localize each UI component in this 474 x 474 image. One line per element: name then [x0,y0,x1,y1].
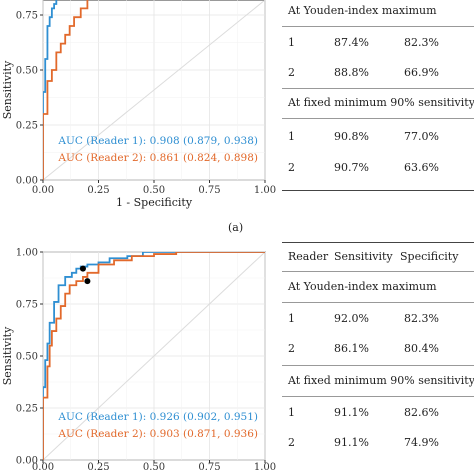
roc-curve-reader-2 [43,0,89,180]
reader-cell: 2 [288,342,295,355]
x-tick-label: 0.25 [87,462,109,473]
reader-cell: 2 [288,161,295,174]
table-b-section-youden: At Youden-index maximum [288,280,437,293]
x-tick-label: 0.50 [143,462,165,473]
reader-cell: 1 [288,406,295,419]
x-tick-label: 0.75 [198,462,220,473]
table-b-section-fixed: At fixed minimum 90% sensitivity [288,374,474,387]
specificity-cell: 82.6% [404,406,439,419]
specificity-cell: 82.3% [404,312,439,325]
table-a-section-fixed: At fixed minimum 90% sensitivity [288,96,474,109]
sensitivity-cell: 90.8% [334,130,369,143]
panel-caption-a: (a) [228,221,244,234]
sensitivity-cell: 91.1% [334,406,369,419]
sensitivity-cell: 87.4% [334,36,369,49]
sensitivity-cell: 86.1% [334,342,369,355]
x-tick-label: 1.00 [254,462,276,473]
auc-label-reader-2: AUC (Reader 2): 0.861 (0.824, 0.898) [57,152,258,164]
reference-diagonal [42,251,266,461]
roc-plot-a: 0.00 0.25 0.50 0.75 1.00 0.00 0.25 0.50 0.75 1 - … [1,0,276,209]
y-tick-label: 1.00 [16,248,38,259]
reader-cell: 1 [288,130,295,143]
specificity-cell: 66.9% [404,66,439,79]
results-table-b: Reader Sensitivity Specificity At Youden… [282,240,474,474]
x-tick-label: 0.00 [32,185,54,196]
column-header-reader: Reader [288,250,329,263]
y-axis-label: Sensitivity [1,326,14,385]
x-tick-label: 0.25 [87,185,109,196]
specificity-cell: 74.9% [404,436,439,449]
youden-point [79,265,86,272]
reader-cell: 1 [288,312,295,325]
specificity-cell: 82.3% [404,36,439,49]
y-tick-label: 0.25 [16,404,38,415]
column-header-sensitivity: Sensitivity [334,250,393,263]
table-a-section-youden: At Youden-index maximum [288,4,437,17]
youden-point [84,278,91,285]
column-header-specificity: Specificity [400,250,459,263]
specificity-cell: 80.4% [404,342,439,355]
y-axis-label: Sensitivity [1,60,14,119]
sensitivity-cell: 92.0% [334,312,369,325]
specificity-cell: 63.6% [404,161,439,174]
y-tick-label: 0.00 [16,176,38,187]
roc-curve-reader-2 [43,252,265,460]
x-tick-label: 1.00 [254,185,276,196]
reader-cell: 2 [288,436,295,449]
y-tick-label: 0.75 [16,300,38,311]
y-tick-label: 0.00 [16,456,38,467]
roc-curve-reader-1 [43,0,58,180]
roc-plot-b: 0.00 0.25 0.50 0.75 1.00 0.00 0.25 0.50 0.75 1.00… [1,248,276,474]
reader-cell: 1 [288,36,295,49]
auc-label-reader-1: AUC (Reader 1): 0.908 (0.879, 0.938) [57,135,258,147]
x-axis-label: 1 - Specificity [116,196,193,209]
y-tick-label: 0.25 [16,121,38,132]
auc-label-reader-1: AUC (Reader 1): 0.926 (0.902, 0.951) [57,411,258,423]
sensitivity-cell: 91.1% [334,436,369,449]
specificity-cell: 77.0% [404,130,439,143]
reference-diagonal [42,0,266,181]
sensitivity-cell: 90.7% [334,161,369,174]
results-table-a: At Youden-index maximum 1 87.4% 82.3% 2 … [282,0,474,200]
y-tick-label: 0.50 [16,66,38,77]
reader-cell: 2 [288,66,295,79]
x-tick-label: 0.50 [143,185,165,196]
y-tick-label: 0.50 [16,352,38,363]
sensitivity-cell: 88.8% [334,66,369,79]
x-tick-label: 0.00 [32,462,54,473]
x-tick-label: 0.75 [198,185,220,196]
y-tick-label: 0.75 [16,11,38,22]
auc-label-reader-2: AUC (Reader 2): 0.903 (0.871, 0.936) [57,428,258,440]
